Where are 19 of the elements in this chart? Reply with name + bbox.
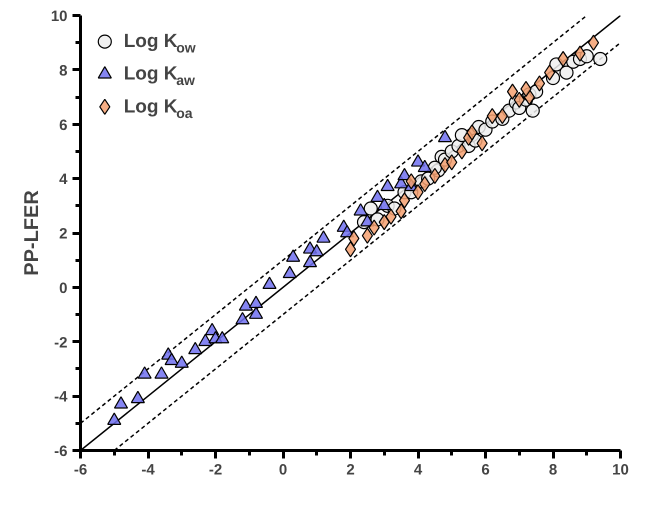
x-tick-label: 4 <box>414 462 423 478</box>
y-axis-title: PP-LFER <box>20 190 43 276</box>
x-tick-label: 2 <box>346 462 355 478</box>
y-tick-label: 8 <box>59 62 68 80</box>
x-tick-label: 6 <box>481 462 490 478</box>
x-tick-label: -4 <box>141 462 156 478</box>
y-tick-label: 4 <box>59 171 68 188</box>
x-tick-label: -2 <box>208 462 222 478</box>
y-tick-label: 0 <box>59 280 68 297</box>
x-tick-label: 0 <box>278 462 288 478</box>
y-tick-label: -4 <box>54 388 68 406</box>
y-tick-label: 10 <box>50 8 68 25</box>
x-tick-label: -6 <box>74 462 88 478</box>
x-tick-label: 8 <box>548 462 558 478</box>
y-tick-label: -6 <box>54 443 68 460</box>
y-tick-label: 2 <box>59 226 68 242</box>
y-tick-label: -2 <box>54 334 68 352</box>
y-tick-label: 6 <box>59 116 68 134</box>
x-tick-label: 10 <box>612 462 629 478</box>
